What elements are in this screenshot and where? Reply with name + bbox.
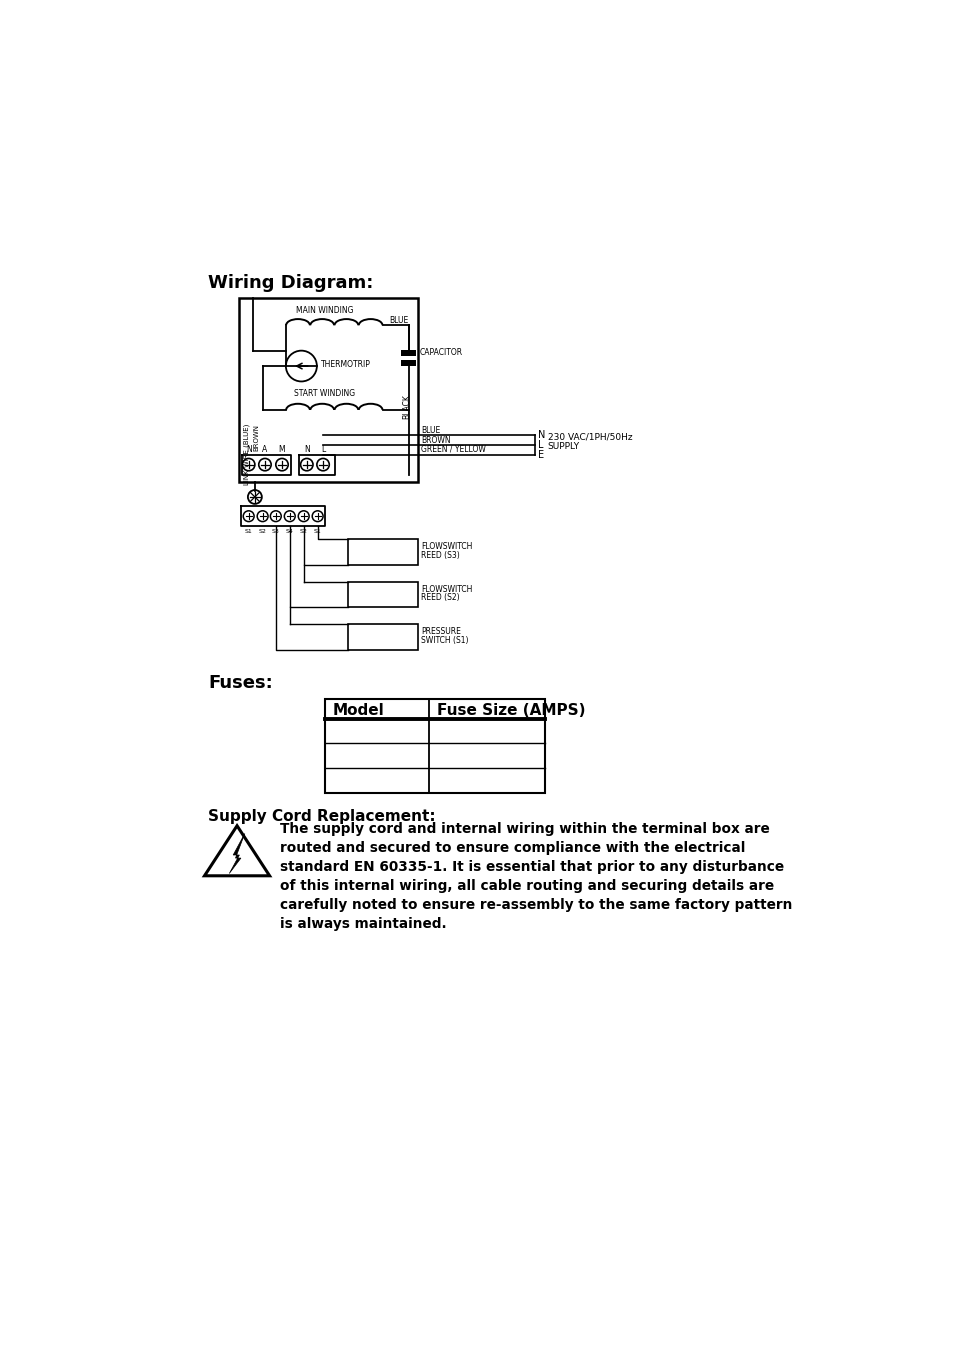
Text: M: M — [278, 446, 285, 454]
Text: S1: S1 — [245, 529, 253, 535]
Text: REED (S2): REED (S2) — [421, 593, 459, 602]
Text: L: L — [537, 440, 542, 451]
Text: START WINDING: START WINDING — [294, 389, 355, 398]
Text: N: N — [304, 446, 310, 454]
Polygon shape — [400, 350, 416, 356]
Text: MAIN WINDING: MAIN WINDING — [295, 306, 353, 315]
Text: BLUE: BLUE — [389, 316, 408, 325]
Text: S2: S2 — [258, 529, 266, 535]
Text: 230 VAC/1PH/50Hz: 230 VAC/1PH/50Hz — [547, 432, 632, 441]
Text: Fuses:: Fuses: — [208, 674, 273, 693]
Text: S2: S2 — [299, 529, 307, 535]
Text: SUPPLY: SUPPLY — [547, 441, 579, 451]
Text: SWITCH (S1): SWITCH (S1) — [421, 636, 469, 644]
Text: S1: S1 — [314, 529, 321, 535]
Text: GREEN / YELLOW: GREEN / YELLOW — [421, 446, 486, 454]
Text: PRESSURE: PRESSURE — [421, 628, 461, 636]
Text: FLOWSWITCH: FLOWSWITCH — [421, 543, 473, 551]
Polygon shape — [229, 833, 245, 873]
Text: BROWN: BROWN — [253, 424, 259, 451]
Text: BROWN: BROWN — [421, 436, 451, 444]
Text: Model: Model — [332, 703, 384, 718]
Text: A: A — [262, 446, 267, 454]
Text: BLACK: BLACK — [402, 394, 411, 420]
Text: Wiring Diagram:: Wiring Diagram: — [208, 274, 374, 292]
Text: REED (S3): REED (S3) — [421, 551, 459, 560]
Text: Fuse Size (AMPS): Fuse Size (AMPS) — [436, 703, 585, 718]
Text: The supply cord and internal wiring within the terminal box are
routed and secur: The supply cord and internal wiring with… — [280, 822, 792, 930]
Text: S4: S4 — [286, 529, 294, 535]
Polygon shape — [400, 360, 416, 366]
Text: N: N — [537, 431, 544, 440]
Text: N: N — [246, 446, 252, 454]
Text: Supply Cord Replacement:: Supply Cord Replacement: — [208, 809, 436, 824]
Text: E: E — [537, 450, 543, 459]
Text: FLOWSWITCH: FLOWSWITCH — [421, 585, 473, 594]
Text: S3: S3 — [272, 529, 279, 535]
Text: BLUE: BLUE — [421, 425, 440, 435]
Text: LINK WIRE (BLUE): LINK WIRE (BLUE) — [243, 424, 250, 485]
Text: L: L — [320, 446, 325, 454]
Text: THERMOTRIP: THERMOTRIP — [320, 360, 370, 369]
Text: CAPACITOR: CAPACITOR — [419, 347, 462, 356]
